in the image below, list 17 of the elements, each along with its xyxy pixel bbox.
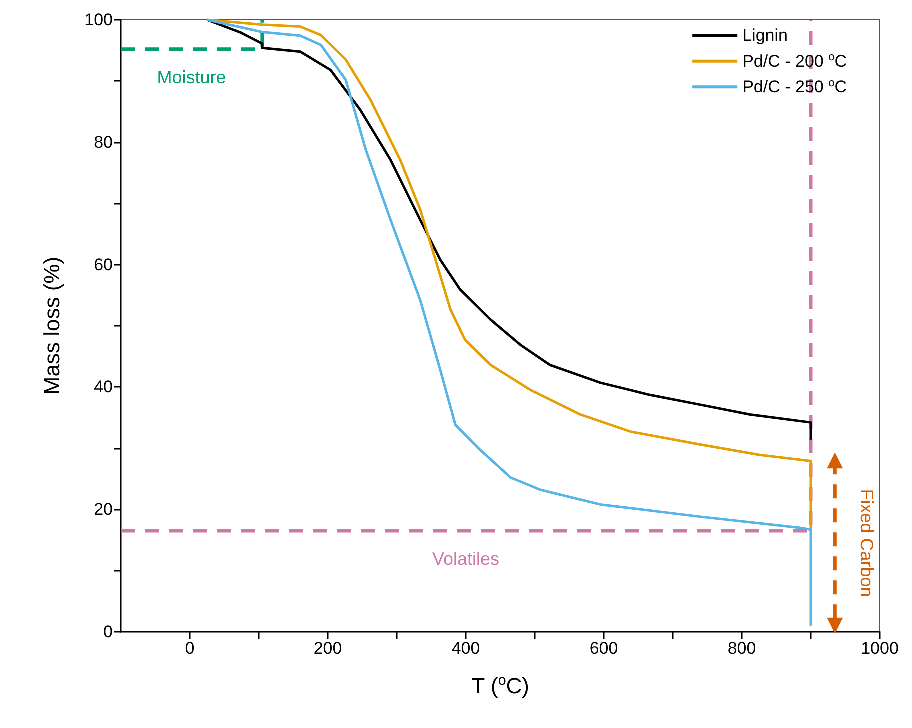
x-tick-label: 800 <box>728 639 756 658</box>
legend-label: Lignin <box>742 26 788 45</box>
y-tick-label: 100 <box>84 10 113 30</box>
y-tick-label: 40 <box>94 378 113 397</box>
x-tick-label: 0 <box>185 639 195 658</box>
x-tick-label: 400 <box>452 639 480 658</box>
y-tick-label: 60 <box>94 255 113 274</box>
y-tick-label: 80 <box>94 132 113 152</box>
annotation: Volatiles <box>432 549 500 570</box>
x-tick-label: 600 <box>590 639 618 658</box>
y-axis-title: Mass loss (%) <box>40 256 64 396</box>
x-tick-label: 200 <box>314 639 342 658</box>
x-tick-label: 1000 <box>861 639 899 658</box>
annotation: Moisture <box>157 67 226 88</box>
annotation: Fixed Carbon <box>857 489 878 598</box>
y-tick-label: 20 <box>94 500 113 520</box>
y-tick-label: 0 <box>104 622 113 642</box>
